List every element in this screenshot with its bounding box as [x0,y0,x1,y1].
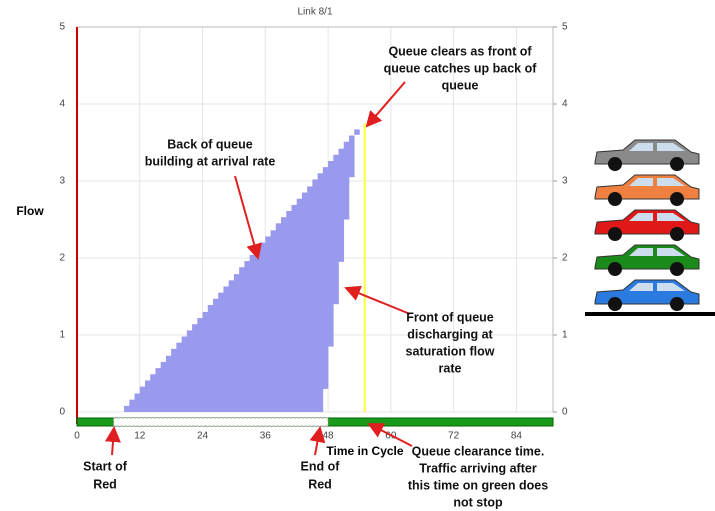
queue-bar [254,248,261,412]
queue-bar [223,286,229,412]
queue-bar [317,173,324,412]
annotation-text: Queue clearance time. [412,444,545,458]
queue-bar [160,361,167,412]
annotation-text: Red [308,477,332,491]
y2-tick-label: 0 [562,407,568,418]
x-tick-label: 48 [323,431,335,442]
y-tick-label: 3 [59,176,65,187]
queue-bar [333,154,339,305]
annotation-text: discharging at [407,327,493,341]
queue-bar [275,223,282,412]
annotation-text: Red [93,477,117,491]
x-axis-label: Time in Cycle [326,444,403,458]
y-tick-label: 0 [59,407,65,418]
annotation-text: Queue clears as front of [388,44,532,58]
queue-bar [328,160,334,347]
queue-bar [349,135,355,178]
queue-bar [307,186,313,412]
queue-bar [139,386,146,412]
x-tick-label: 36 [260,431,272,442]
queue-bar [165,355,172,412]
annotation-text: rate [439,361,462,375]
queue-bar [343,141,350,220]
annotation-arrow [234,175,262,260]
queue-bar [155,368,161,412]
queue-bar [291,204,297,412]
queue-bar [322,167,329,389]
queue-bar [233,274,240,412]
annotation-arrow [309,426,326,456]
queue-bar [197,318,203,412]
queue-bar [202,311,209,412]
annotation-text: End of [301,459,341,473]
x-tick-label: 12 [134,431,146,442]
y2-tick-label: 2 [562,253,568,264]
annotation-text: queue [442,78,479,92]
queue-bar [192,324,198,412]
signal-red [113,417,329,427]
queue-bar [145,380,151,412]
y-tick-label: 4 [59,99,65,110]
annotation-text: Front of queue [406,310,494,324]
queue-bar [124,405,130,412]
y-tick-label: 5 [59,22,65,33]
y-tick-label: 2 [59,253,65,264]
annotation-text: Back of queue [167,137,252,151]
queue-bar [150,374,156,412]
y2-tick-label: 1 [562,330,568,341]
queue-bar [239,267,245,412]
queue-bar [228,280,235,412]
queue-bar [260,242,266,412]
queue-bar [207,304,214,412]
y2-tick-label: 4 [562,99,568,110]
x-tick-label: 0 [74,431,80,442]
cars [585,139,715,316]
y-tick-label: 1 [59,330,65,341]
x-tick-label: 72 [448,431,460,442]
chart-title: Link 8/1 [297,7,332,18]
queue-bar [171,348,177,412]
annotation-arrow [365,81,406,128]
queue-bar [286,211,292,412]
x-tick-label: 24 [197,431,209,442]
annotation-text: queue catches up back of [384,61,538,75]
queue-bar [281,217,287,412]
queue-bar [296,198,303,412]
queue-bar [134,393,141,412]
y-axis-label: Flow [16,204,44,218]
queue-bar [186,330,193,412]
queue-bar [213,298,219,412]
annotation-text: Start of [83,459,128,473]
queue-bar [218,292,224,412]
y2-tick-label: 5 [562,22,568,33]
queue-bar [265,236,271,412]
queue-bar [312,179,318,412]
queue-bar [270,230,277,412]
queue-bar [354,129,360,135]
annotation-text: not stop [453,495,503,509]
x-tick-label: 84 [511,431,523,442]
annotation-arrow [344,285,411,315]
queue-bar [181,336,188,412]
y2-tick-label: 3 [562,176,568,187]
annotation-text: Traffic arriving after [419,461,537,475]
annotation-arrow [104,426,121,456]
annotation-text: saturation flow [406,344,495,358]
annotation-text: building at arrival rate [145,154,276,168]
queue-bar [244,261,250,412]
queue-bar [301,192,308,412]
queue-bar [249,254,256,412]
queue-bar [129,399,135,412]
queue-bar [338,148,345,262]
annotation-text: this time on green does [408,478,548,492]
annotation-arrow [367,423,413,447]
queue-bar [176,342,182,412]
